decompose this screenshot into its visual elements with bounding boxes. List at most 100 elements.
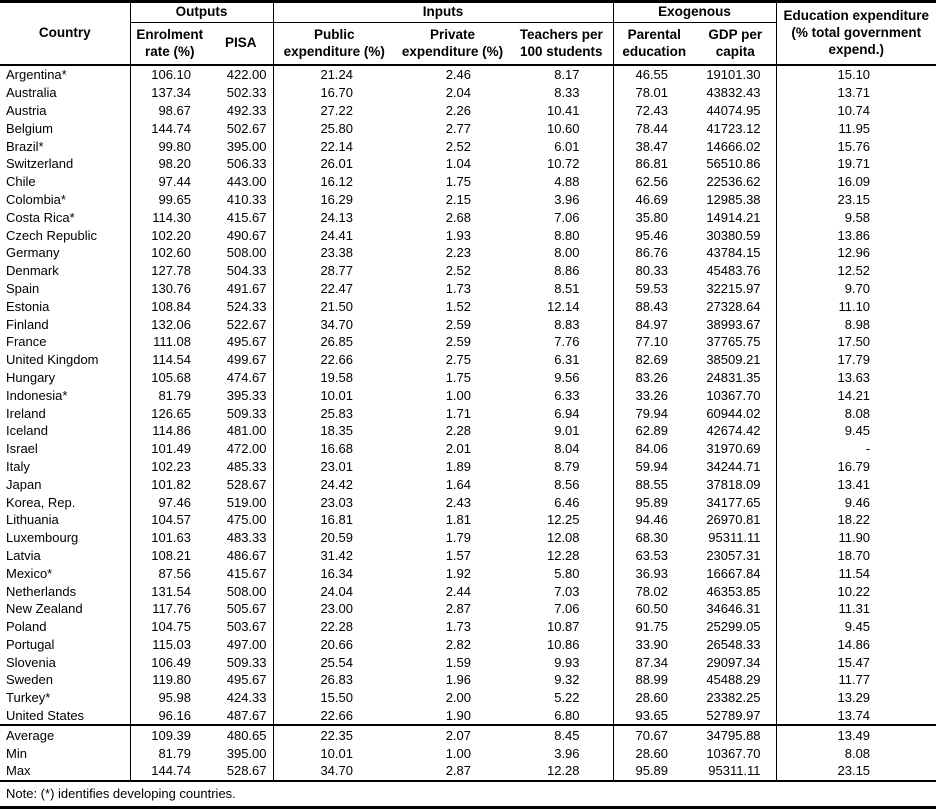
value-cell: 395.00	[209, 137, 274, 155]
value-cell: 14914.21	[695, 208, 777, 227]
value-cell: 26548.33	[695, 635, 777, 654]
value-cell: 95311.11	[695, 762, 777, 781]
value-cell: 12.28	[510, 762, 614, 781]
value-cell: 42674.42	[695, 421, 777, 440]
row-label-cell: Ireland	[0, 404, 131, 422]
value-cell: 8.86	[510, 261, 614, 280]
row-label-cell: Netherlands	[0, 582, 131, 600]
value-cell: 522.67	[209, 315, 274, 333]
value-cell: 23.03	[320, 494, 353, 510]
value-cell: 82.69	[635, 352, 669, 368]
value-cell: 10367.70	[695, 386, 777, 405]
value-cell: 2.15	[445, 191, 471, 207]
country-row: Sweden 119.80 495.67 26.83 1.96 9.32 88.99 4548…	[0, 671, 936, 689]
value-cell: 424.33	[209, 688, 274, 707]
country-row: Turkey* 95.98 424.33 15.50 2.00 5.22 28.60 2338…	[0, 688, 936, 707]
value-cell: 528.67	[209, 762, 274, 781]
value-cell: 9.93	[510, 653, 614, 672]
value-cell: 23.38	[320, 245, 353, 261]
value-cell: 27328.64	[695, 297, 777, 316]
value-cell: 2.87	[445, 763, 471, 779]
value-cell: 1.75	[445, 174, 471, 190]
value-cell: 492.33	[209, 101, 274, 120]
value-cell: 4.88	[510, 172, 614, 191]
value-cell: 94.46	[635, 512, 669, 528]
value-cell: 10.74	[837, 102, 871, 118]
country-row: Switzerland 98.20 506.33 26.01 1.04 10.72 86.8…	[0, 154, 936, 173]
value-cell: 95.46	[635, 227, 669, 243]
value-cell: 37765.75	[695, 332, 777, 351]
value-cell: 78.02	[635, 583, 669, 599]
value-cell: 137.34	[151, 85, 191, 101]
value-cell: 9.32	[510, 671, 614, 689]
value-cell: 11.90	[838, 530, 871, 546]
value-cell: 33.26	[635, 387, 669, 403]
row-label-cell: Portugal	[0, 635, 131, 654]
country-row: Japan 101.82 528.67 24.42 1.64 8.56 88.55 37818…	[0, 475, 936, 494]
row-label-cell: Korea, Rep.	[0, 493, 131, 511]
value-cell: 10.72	[510, 154, 614, 173]
value-cell: 97.46	[158, 494, 191, 510]
value-cell: 504.33	[209, 261, 274, 280]
country-row: Denmark 127.78 504.33 28.77 2.52 8.86 80.33 454…	[0, 261, 936, 280]
value-cell: 11.95	[838, 120, 871, 136]
value-cell: 56510.86	[695, 154, 777, 173]
summary-rows: Average 109.39 480.65 22.35 2.07 8.45 70.67 347…	[0, 724, 936, 781]
value-cell: 6.80	[510, 706, 614, 726]
value-cell: 1.00	[445, 745, 471, 761]
country-row: Korea, Rep. 97.46 519.00 23.03 2.43 6.46 95.89…	[0, 493, 936, 511]
value-cell: 10.22	[837, 583, 871, 599]
value-cell: 2.04	[445, 85, 471, 101]
value-cell: 27.22	[320, 102, 353, 118]
value-cell: 18.22	[837, 512, 871, 528]
value-cell: 28.60	[635, 745, 669, 761]
country-row: Belgium 144.74 502.67 25.80 2.77 10.60 78.44 41…	[0, 119, 936, 138]
value-cell: 486.67	[209, 546, 274, 565]
row-label-cell: Brazil*	[0, 137, 131, 155]
table-note: Note: (*) identifies developing countrie…	[0, 779, 936, 808]
row-label-cell: Costa Rica*	[0, 208, 131, 227]
country-row: Costa Rica* 114.30 415.67 24.13 2.68 7.06 35.8…	[0, 208, 936, 227]
country-rows: Argentina* 106.10 422.00 21.24 2.46 8.17 46.55…	[0, 65, 936, 726]
value-cell: 132.06	[151, 316, 191, 332]
value-cell: 117.76	[152, 601, 191, 617]
value-cell: 68.30	[635, 530, 669, 546]
col-header-pisa: PISA	[209, 22, 274, 66]
value-cell: 495.67	[209, 671, 274, 689]
value-cell: 16.81	[320, 512, 353, 528]
value-cell: 34.70	[320, 763, 353, 779]
country-row: Mexico* 87.56 415.67 16.34 1.92 5.80 36.93 1666…	[0, 564, 936, 583]
value-cell: 2.46	[445, 67, 471, 83]
row-label-cell: Chile	[0, 172, 131, 191]
value-cell: 22.28	[320, 619, 353, 635]
country-row: Poland 104.75 503.67 22.28 1.73 10.87 91.75 252…	[0, 617, 936, 636]
value-cell: 1.79	[445, 530, 471, 546]
value-cell: 508.00	[209, 582, 274, 600]
value-cell: 9.58	[844, 209, 871, 225]
value-cell: 77.10	[635, 334, 669, 350]
value-cell: 21.24	[320, 67, 353, 83]
value-cell: 88.99	[635, 672, 669, 688]
summary-row: Average 109.39 480.65 22.35 2.07 8.45 70.67 347…	[0, 724, 936, 745]
value-cell: 7.06	[510, 208, 614, 227]
value-cell: 34177.65	[695, 493, 777, 511]
value-cell: 23.00	[320, 601, 353, 617]
value-cell: 144.74	[151, 120, 191, 136]
value-cell: 45488.29	[695, 671, 777, 689]
value-cell: 106.10	[151, 67, 191, 83]
value-cell: 99.65	[158, 191, 191, 207]
value-cell: 20.59	[320, 530, 353, 546]
value-cell: 59.53	[635, 280, 669, 296]
value-cell: 10.86	[510, 635, 614, 654]
value-cell: 443.00	[209, 172, 274, 191]
row-label-cell: Czech Republic	[0, 226, 131, 244]
value-cell: 37818.09	[695, 475, 777, 494]
value-cell: -	[865, 441, 871, 457]
value-cell: 108.84	[151, 298, 191, 314]
country-row: Indonesia* 81.79 395.33 10.01 1.00 6.33 33.26 1…	[0, 386, 936, 405]
value-cell: 45483.76	[695, 261, 777, 280]
value-cell: 119.80	[152, 672, 191, 688]
country-row: Chile 97.44 443.00 16.12 1.75 4.88 62.56 22536.…	[0, 172, 936, 191]
country-row: Argentina* 106.10 422.00 21.24 2.46 8.17 46.55…	[0, 65, 936, 84]
value-cell: 46.69	[635, 191, 669, 207]
